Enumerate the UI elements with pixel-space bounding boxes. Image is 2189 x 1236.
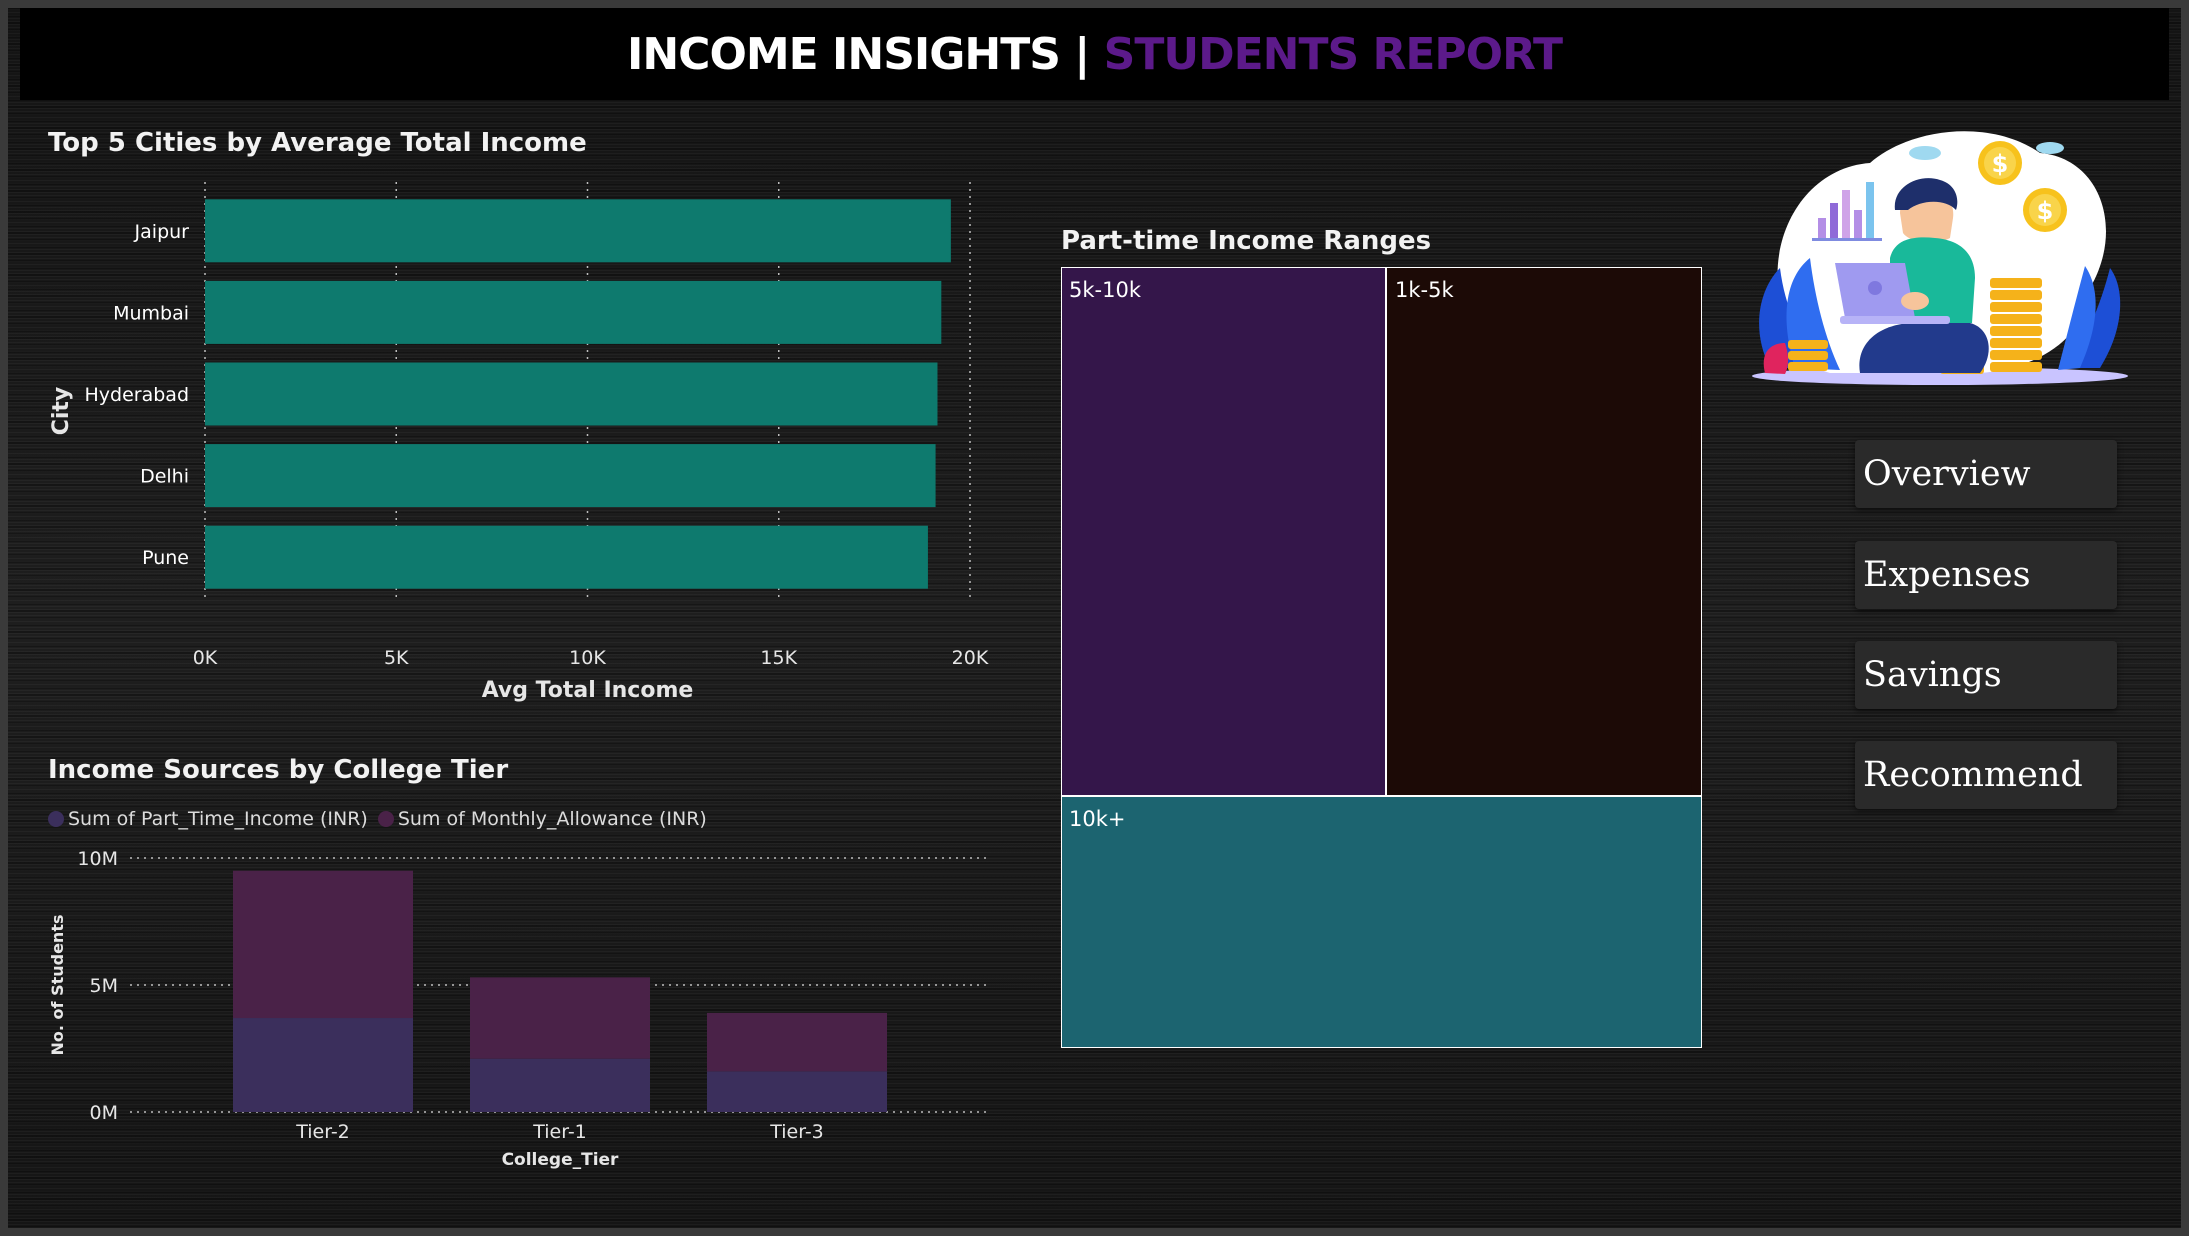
tier-y-tick-label: 10M <box>77 848 118 870</box>
treemap-cell-5k-10k[interactable]: 5k-10k <box>1062 268 1385 795</box>
tier-bar-tier-3-series-2[interactable] <box>707 1012 887 1072</box>
header-bar: INCOME INSIGHTS | STUDENTS REPORT <box>20 8 2169 100</box>
city-x-axis-label: Avg Total Income <box>482 678 694 703</box>
tier-bar-tier-1-series-2[interactable] <box>470 977 650 1059</box>
tier-chart-legend: Sum of Part_Time_Income (INR) Sum of Mon… <box>48 808 707 830</box>
city-bar-delhi[interactable] <box>205 444 936 508</box>
legend-item-allowance[interactable]: Sum of Monthly_Allowance (INR) <box>377 808 707 830</box>
legend-label-allowance: Sum of Monthly_Allowance (INR) <box>397 808 707 830</box>
treemap-title: Part-time Income Ranges <box>1061 226 1432 256</box>
city-y-tick-label: Delhi <box>140 466 189 488</box>
city-x-tick-label: 5K <box>384 647 409 669</box>
treemap: 5k-10k 1k-5k 10k+ <box>1061 267 1702 1048</box>
svg-text:$: $ <box>1992 150 2009 178</box>
tier-bar-tier-3-series-1[interactable] <box>707 1071 887 1112</box>
nav-savings-button[interactable]: Savings <box>1855 641 2117 709</box>
city-x-tick-label: 15K <box>760 647 797 669</box>
treemap-cell-1k-5k[interactable]: 1k-5k <box>1387 268 1701 795</box>
city-y-axis-label: City <box>49 387 74 436</box>
city-y-tick-label: Jaipur <box>134 221 190 243</box>
city-y-tick-label: Mumbai <box>113 302 189 324</box>
city-x-tick-label: 20K <box>952 647 989 669</box>
tier-x-tick-label: Tier-2 <box>295 1121 350 1143</box>
tier-chart-title: Income Sources by College Tier <box>48 755 509 785</box>
tier-x-tick-label: Tier-1 <box>532 1121 587 1143</box>
city-bar-pune[interactable] <box>205 525 928 589</box>
tier-y-tick-label: 5M <box>90 975 118 997</box>
city-x-tick-label: 0K <box>193 647 218 669</box>
city-y-tick-label: Pune <box>142 547 189 569</box>
city-bar-mumbai[interactable] <box>205 280 942 344</box>
tier-y-axis-label: No. of Students <box>48 915 67 1056</box>
page-title: INCOME INSIGHTS | STUDENTS REPORT <box>626 28 1563 80</box>
treemap-cell-10k-plus[interactable]: 10k+ <box>1062 797 1701 1047</box>
nav-expenses-button[interactable]: Expenses <box>1855 541 2117 609</box>
city-y-tick-label: Hyderabad <box>85 384 190 406</box>
nav-recommend-button[interactable]: Recommend <box>1855 741 2117 809</box>
tier-bar-tier-2-series-1[interactable] <box>233 1018 413 1112</box>
treemap-label-5k-10k: 5k-10k <box>1069 278 1141 302</box>
city-x-tick-label: 10K <box>569 647 606 669</box>
title-accent: STUDENTS REPORT <box>1103 28 1563 80</box>
tier-bar-tier-2-series-2[interactable] <box>233 870 413 1019</box>
city-bar-jaipur[interactable] <box>205 199 951 263</box>
legend-dot-part-time <box>48 811 64 827</box>
svg-text:$: $ <box>2037 197 2054 225</box>
student-laptop-illustration: $ $ <box>1752 131 2128 385</box>
tier-x-axis-label: College_Tier <box>502 1150 619 1170</box>
treemap-label-1k-5k: 1k-5k <box>1395 278 1454 302</box>
tier-bar-tier-1-series-1[interactable] <box>470 1058 650 1112</box>
tier-x-tick-label: Tier-3 <box>769 1121 824 1143</box>
legend-label-part-time: Sum of Part_Time_Income (INR) <box>68 808 368 830</box>
tier-income-chart: 0M 5M 10M Tier-2 Tier-1 Tier-3 College_Tier No.… <box>48 848 990 1170</box>
city-chart-title: Top 5 Cities by Average Total Income <box>48 128 587 158</box>
legend-item-part-time[interactable]: Sum of Part_Time_Income (INR) <box>48 808 368 830</box>
legend-dot-allowance <box>377 811 394 827</box>
treemap-label-10k-plus: 10k+ <box>1069 807 1126 831</box>
city-income-chart: 0K 5K 10K 15K 20K Jaipur Mumbai Hyderabad Delhi P… <box>49 182 989 703</box>
nav-overview-button[interactable]: Overview <box>1855 440 2117 508</box>
title-main: INCOME INSIGHTS | <box>626 28 1104 80</box>
city-bar-hyderabad[interactable] <box>205 362 938 426</box>
tier-y-tick-label: 0M <box>90 1102 118 1124</box>
